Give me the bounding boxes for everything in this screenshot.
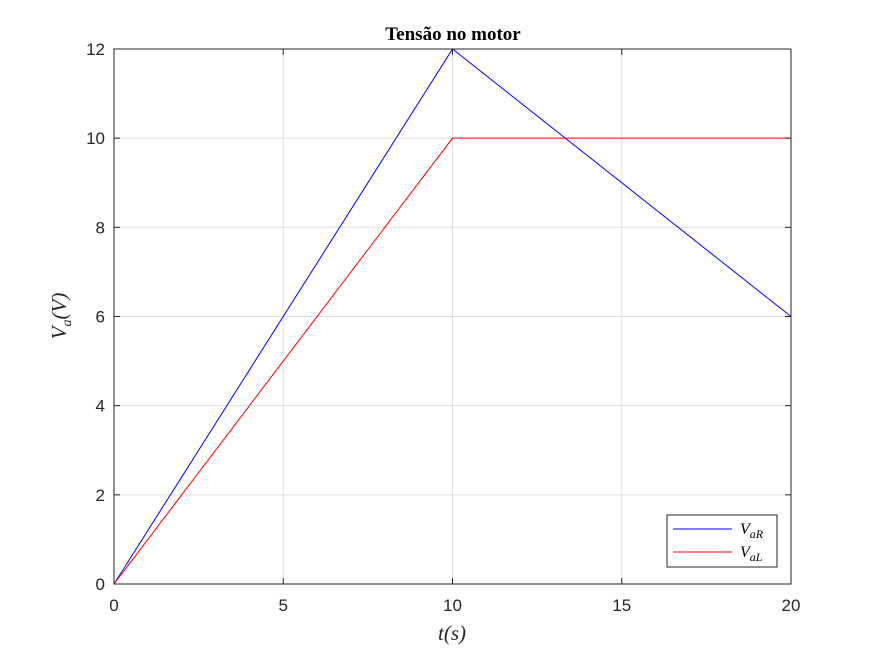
legend-label-0: VaR: [740, 521, 764, 541]
x-tick-label: 5: [279, 596, 288, 615]
y-tick-label: 8: [96, 218, 105, 237]
ticks: 0 5 10 15 20 0 2 4 6 8 10 12: [86, 40, 800, 615]
x-tick-label: 20: [782, 596, 801, 615]
y-tick-label: 0: [96, 575, 105, 594]
y-tick-label: 10: [86, 129, 105, 148]
legend-box: [666, 514, 778, 568]
legend: VaR VaL: [666, 514, 778, 568]
y-tick-label: 6: [96, 308, 105, 327]
x-axis-label: t(s): [438, 621, 466, 645]
y-axis-label: Va(V): [47, 293, 75, 340]
chart-title: Tensão no motor: [385, 24, 521, 45]
series-line-V_aL: [113, 137, 791, 585]
x-tick-label: 0: [109, 596, 118, 615]
y-axis-label-sub: a: [60, 320, 75, 327]
y-axis-label-base: V: [47, 324, 71, 339]
x-tick-label: 10: [443, 596, 462, 615]
y-tick-label: 4: [96, 397, 105, 416]
x-tick-label: 15: [612, 596, 631, 615]
y-tick-label: 2: [96, 486, 105, 505]
y-tick-label: 12: [86, 40, 105, 59]
y-axis-label-rest: (V): [47, 293, 71, 320]
legend-label-1: VaL: [740, 544, 763, 564]
